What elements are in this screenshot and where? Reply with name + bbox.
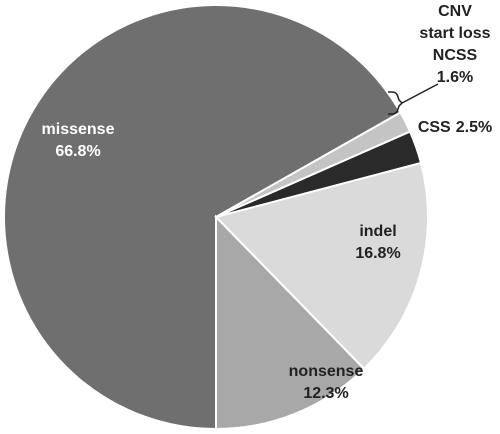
value-label: 2.5% bbox=[456, 119, 492, 136]
pie-slice bbox=[3, 4, 402, 431]
value-label: 12.3% bbox=[303, 385, 348, 402]
pie-slice bbox=[214, 161, 429, 371]
leader-line bbox=[401, 83, 439, 104]
value-label: 66.8% bbox=[55, 143, 100, 160]
slice-label: indel 16.8% bbox=[355, 223, 400, 262]
category-label: nonsense bbox=[289, 363, 364, 380]
slice-label: missense 66.8% bbox=[42, 121, 115, 160]
value-label: 1.6% bbox=[437, 69, 473, 86]
slice-label: CSS 2.5% bbox=[418, 119, 492, 136]
category-label: indel bbox=[359, 223, 396, 240]
category-label: NCSS bbox=[433, 47, 478, 64]
pie-slice bbox=[215, 214, 366, 431]
category-label: missense bbox=[42, 121, 115, 138]
category-label: CSS bbox=[418, 119, 451, 136]
slice-label: nonsense 12.3% bbox=[289, 363, 364, 402]
slices bbox=[3, 4, 429, 431]
value-label: 16.8% bbox=[355, 245, 400, 262]
slice-label: CNV start loss NCSS 1.6% bbox=[419, 3, 490, 86]
category-label: CNV bbox=[438, 3, 472, 20]
category-label: start loss bbox=[419, 25, 490, 42]
